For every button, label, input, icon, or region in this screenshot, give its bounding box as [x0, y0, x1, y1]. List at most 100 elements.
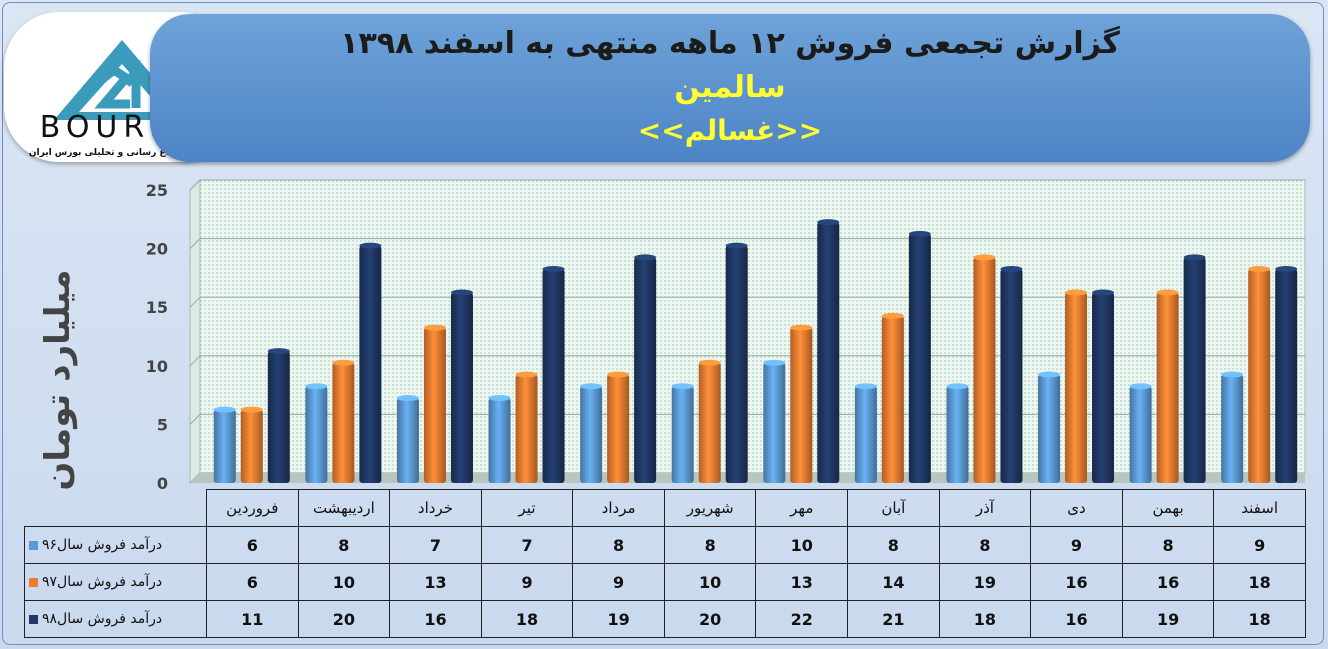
- data-label: 9: [1213, 526, 1306, 564]
- bar-3-8: [908, 233, 931, 483]
- y-tick-label: 5: [157, 415, 168, 434]
- bar-1-1-cap: [213, 406, 236, 413]
- bar-3-3: [450, 292, 473, 483]
- x-tick-label: اسفند: [1213, 489, 1306, 527]
- bar-3-8-cap: [908, 230, 931, 237]
- y-tick-label: 0: [157, 474, 168, 493]
- data-label: 7: [480, 526, 574, 564]
- data-label: 8: [938, 526, 1032, 564]
- data-label: 7: [389, 526, 482, 564]
- bar-2-5-cap: [607, 371, 630, 378]
- gridline-depth: [189, 414, 201, 425]
- x-tick-label: فروردین: [206, 489, 299, 527]
- bar-2-12-cap: [1248, 266, 1271, 273]
- x-tick-label: خرداد: [389, 489, 482, 527]
- bar-2-6-cap: [698, 359, 721, 366]
- data-label: 11: [206, 600, 299, 638]
- y-tick-label: 20: [146, 240, 168, 259]
- bar-2-6: [698, 362, 721, 483]
- data-label: 18: [480, 600, 574, 638]
- data-label: 16: [1121, 563, 1215, 601]
- y-tick-label: 25: [146, 181, 168, 200]
- x-tick-label: دی: [1030, 489, 1123, 527]
- bar-3-2: [359, 245, 382, 483]
- legend-swatch-icon: [29, 540, 38, 550]
- bar-3-9-cap: [1000, 266, 1023, 273]
- data-label: 10: [297, 563, 391, 601]
- data-label: 14: [847, 563, 940, 601]
- data-label: 20: [297, 600, 391, 638]
- data-label: 8: [663, 526, 757, 564]
- data-label: 16: [389, 600, 482, 638]
- gridline-depth: [189, 296, 201, 308]
- legend-entry: درآمد فروش سال۹۷: [24, 563, 207, 601]
- legend-entry: درآمد فروش سال۹۸: [24, 600, 207, 638]
- bar-3-4-cap: [542, 266, 565, 273]
- table-corner: [24, 489, 207, 527]
- bar-1-4-cap: [488, 394, 511, 401]
- bar-1-2-cap: [305, 383, 328, 390]
- data-label: 18: [1213, 563, 1306, 601]
- chart-title: گزارش تجمعی فروش ۱۲ ماهه منتهی به اسفند …: [340, 26, 1120, 61]
- data-label: 8: [297, 526, 391, 564]
- bar-2-11-cap: [1156, 289, 1179, 296]
- bar-1-8: [854, 386, 877, 483]
- data-label: 10: [755, 526, 849, 564]
- bar-1-6-cap: [671, 383, 694, 390]
- bar-1-5: [580, 386, 603, 483]
- bar-1-4: [488, 397, 511, 483]
- bar-3-5-cap: [634, 254, 657, 261]
- data-label: 9: [572, 563, 665, 601]
- data-label: 6: [206, 563, 299, 601]
- table-header-row: فروردین اردیبهشت خرداد تیر مرداد شهریور مهر آبا…: [24, 489, 1306, 527]
- bar-3-10: [1092, 292, 1115, 483]
- bar-3-11-cap: [1183, 254, 1206, 261]
- bar-2-11: [1156, 292, 1179, 483]
- gridline-depth: [189, 355, 201, 367]
- legend-label: درآمد فروش سال۹۷: [42, 574, 163, 590]
- bar-3-10-cap: [1092, 289, 1115, 296]
- plot-side-wall: [189, 178, 201, 485]
- bar-1-12-cap: [1221, 371, 1244, 378]
- bar-2-4-cap: [515, 371, 538, 378]
- company-name: سالمین: [674, 70, 786, 105]
- bar-2-3-cap: [423, 324, 446, 331]
- bar-3-1: [267, 351, 290, 483]
- ticker-symbol: <<غسالم>>: [637, 114, 823, 147]
- logo-subtitle: پایگاه اطلاع رسانی و تحلیلی بورس ایران: [28, 148, 212, 158]
- x-tick-label: مهر: [755, 489, 849, 527]
- bar-1-3-cap: [396, 394, 419, 401]
- data-label: 18: [938, 600, 1032, 638]
- plot-area: [199, 179, 1306, 474]
- legend-swatch-icon: [29, 577, 38, 587]
- legend-label: درآمد فروش سال۹۶: [42, 537, 163, 553]
- bar-1-10-cap: [1038, 371, 1061, 378]
- bar-3-6-cap: [725, 242, 748, 249]
- bar-2-4: [515, 374, 538, 483]
- legend-label: درآمد فروش سال۹۸: [42, 611, 163, 627]
- bar-2-8-cap: [881, 312, 904, 319]
- title-banner: گزارش تجمعی فروش ۱۲ ماهه منتهی به اسفند …: [150, 14, 1310, 162]
- bar-3-11: [1183, 257, 1206, 483]
- bar-3-6: [725, 245, 748, 483]
- bar-3-1-cap: [267, 348, 290, 355]
- data-label: 8: [1121, 526, 1215, 564]
- bar-1-1: [213, 409, 236, 483]
- bar-3-3-cap: [450, 289, 473, 296]
- bar-2-3: [423, 327, 446, 483]
- data-label: 16: [1030, 600, 1123, 638]
- x-tick-label: تیر: [480, 489, 574, 527]
- table-row: درآمد فروش سال۹۶ 6 8 7 7 8 8 10 8 8 9 8 9: [24, 526, 1306, 564]
- bar-2-7-cap: [790, 324, 813, 331]
- bar-1-5-cap: [580, 383, 603, 390]
- x-tick-label: آذر: [938, 489, 1032, 527]
- table-row: درآمد فروش سال۹۸ 11 20 16 18 19 20 22 21 18 16 19 18: [24, 600, 1306, 638]
- bar-1-3: [396, 397, 419, 483]
- bar-2-5: [607, 374, 630, 483]
- bar-2-2-cap: [332, 359, 355, 366]
- data-label: 22: [755, 600, 849, 638]
- data-label: 19: [938, 563, 1032, 601]
- bar-1-9-cap: [946, 383, 969, 390]
- bar-1-7-cap: [763, 359, 786, 366]
